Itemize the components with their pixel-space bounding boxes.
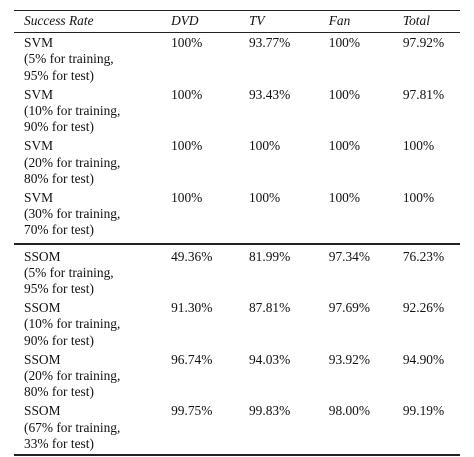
ssom-row-label: SSOM (10% for training, 90% for test) xyxy=(14,298,171,350)
method-name: SSOM xyxy=(24,300,61,316)
training-split: (5% for training, xyxy=(24,51,114,67)
test-split: 90% for test) xyxy=(24,119,94,135)
svm-row-label: SVM (20% for training, 80% for test) xyxy=(14,136,171,188)
ssom-dvd-cell: 96.74% xyxy=(171,351,213,367)
table-row: SSOM (20% for training, 80% for test) 96.74… xyxy=(14,350,460,402)
svm-tv-cell: 100% xyxy=(248,138,281,154)
ssom-fan-cell: 93.92% xyxy=(328,351,371,367)
test-split: 90% for test) xyxy=(24,332,94,348)
svm-row-label: SVM (5% for training, 95% for test) xyxy=(14,33,171,85)
svm-total-cell: 100% xyxy=(402,138,435,154)
svm-row-label: SVM (30% for training, 70% for test) xyxy=(14,188,171,244)
ssom-row-label: SSOM (5% for training, 95% for test) xyxy=(14,244,171,299)
ssom-total-cell: 76.23% xyxy=(402,248,445,264)
header-fan: Fan xyxy=(328,10,403,34)
training-split: (10% for training, xyxy=(24,316,121,332)
method-name: SSOM xyxy=(24,248,61,264)
success-rate-table: Success Rate DVD TV Fan Total SVM (5% for… xyxy=(14,10,460,457)
ssom-section: SSOM (5% for training, 95% for test) 49.36%… xyxy=(14,243,460,455)
svm-fan-cell: 100% xyxy=(328,138,360,154)
svm-total-cell: 100% xyxy=(402,190,435,206)
table-row: SVM (10% for training, 90% for test) 100% 93… xyxy=(14,85,460,137)
method-name: SVM xyxy=(24,190,54,206)
header-total: Total xyxy=(402,10,460,34)
ssom-fan-cell: 97.34% xyxy=(328,248,371,264)
svm-fan-cell: 100% xyxy=(328,35,360,51)
ssom-tv-cell: 87.81% xyxy=(248,300,291,316)
svm-section: SVM (5% for training, 95% for test) 100% 93.… xyxy=(14,33,460,244)
ssom-total-cell: 94.90% xyxy=(402,351,445,367)
svm-dvd-cell: 100% xyxy=(171,86,203,102)
header-success-rate: Success Rate xyxy=(14,10,172,34)
ssom-tv-cell: 99.83% xyxy=(248,403,291,419)
table-row: SSOM (67% for training, 33% for test) 99.75… xyxy=(14,401,460,455)
table-header: Success Rate DVD TV Fan Total xyxy=(14,10,460,34)
training-split: (5% for training, xyxy=(24,264,114,280)
table-row: SVM (30% for training, 70% for test) 100% 10… xyxy=(14,188,460,244)
test-split: 33% for test) xyxy=(24,435,94,451)
ssom-total-cell: 99.19% xyxy=(402,403,445,419)
method-name: SSOM xyxy=(24,403,61,419)
header-dvd: DVD xyxy=(171,10,249,34)
ssom-row-label: SSOM (20% for training, 80% for test) xyxy=(14,350,171,402)
test-split: 70% for test) xyxy=(24,222,94,238)
training-split: (30% for training, xyxy=(24,206,121,222)
test-split: 80% for test) xyxy=(24,170,94,186)
training-split: (20% for training, xyxy=(24,368,121,384)
header-row: Success Rate DVD TV Fan Total xyxy=(14,10,460,34)
method-name: SSOM xyxy=(24,351,61,367)
ssom-fan-cell: 97.69% xyxy=(328,300,371,316)
method-name: SVM xyxy=(24,35,54,51)
table-row: SSOM (10% for training, 90% for test) 91.30… xyxy=(14,298,460,350)
svm-tv-cell: 93.77% xyxy=(248,35,291,51)
training-split: (67% for training, xyxy=(24,419,121,435)
ssom-tv-cell: 94.03% xyxy=(248,351,291,367)
svm-fan-cell: 100% xyxy=(328,190,360,206)
method-name: SVM xyxy=(24,86,54,102)
svm-dvd-cell: 100% xyxy=(171,190,203,206)
ssom-dvd-cell: 91.30% xyxy=(171,300,213,316)
ssom-dvd-cell: 99.75% xyxy=(171,403,213,419)
svm-total-cell: 97.92% xyxy=(402,35,445,51)
svm-fan-cell: 100% xyxy=(328,86,360,102)
table-row: SVM (5% for training, 95% for test) 100% 93.… xyxy=(14,33,460,85)
ssom-tv-cell: 81.99% xyxy=(248,248,291,264)
training-split: (20% for training, xyxy=(24,154,121,170)
svm-dvd-cell: 100% xyxy=(171,138,203,154)
test-split: 95% for test) xyxy=(24,281,94,297)
svm-tv-cell: 93.43% xyxy=(248,86,291,102)
training-split: (10% for training, xyxy=(24,103,121,119)
table-row: SVM (20% for training, 80% for test) 100% 10… xyxy=(14,136,460,188)
test-split: 80% for test) xyxy=(24,384,94,400)
svm-total-cell: 97.81% xyxy=(402,86,445,102)
ssom-total-cell: 92.26% xyxy=(402,300,445,316)
ssom-dvd-cell: 49.36% xyxy=(171,248,213,264)
svm-tv-cell: 100% xyxy=(248,190,281,206)
table-row: SSOM (5% for training, 95% for test) 49.36%… xyxy=(14,244,460,299)
svm-row-label: SVM (10% for training, 90% for test) xyxy=(14,85,171,137)
test-split: 95% for test) xyxy=(24,67,94,83)
method-name: SVM xyxy=(24,138,54,154)
header-tv: TV xyxy=(248,10,329,34)
svm-dvd-cell: 100% xyxy=(171,35,203,51)
ssom-row-label: SSOM (67% for training, 33% for test) xyxy=(14,401,171,455)
ssom-fan-cell: 98.00% xyxy=(328,403,371,419)
